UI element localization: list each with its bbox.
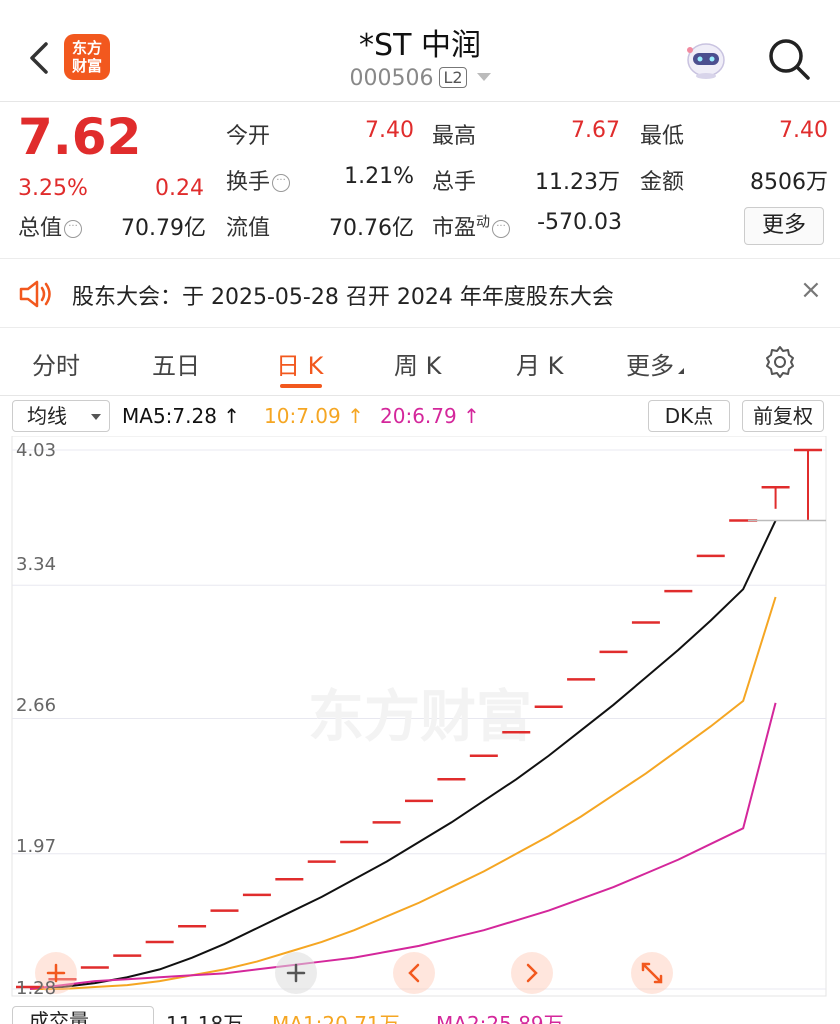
chevron-right-icon[interactable] <box>511 952 553 994</box>
volume-value: 11.23万 <box>535 170 620 195</box>
chart-toolbar: 均线 MA5:7.28 ↑ 10:7.09 ↑ 20:6.79 ↑ DK点 前复… <box>0 398 840 436</box>
ma10-readout: 10:7.09 ↑ <box>264 404 364 428</box>
y-tick-label: 1.97 <box>16 836 57 857</box>
volume-readout: 11.18万 <box>166 1012 244 1024</box>
kline-svg[interactable]: 东方财富 <box>0 436 840 1004</box>
tab-monthly-k[interactable]: 月 K <box>516 352 564 380</box>
ma-line-ma10 <box>30 596 777 990</box>
chart-frame <box>11 436 827 997</box>
zoom-in-icon[interactable] <box>35 952 77 994</box>
search-icon[interactable] <box>766 36 812 82</box>
dk-point-button[interactable]: DK点 <box>648 400 730 432</box>
y-tick-label: 4.03 <box>16 440 57 461</box>
speaker-icon <box>19 280 51 308</box>
volume-ma1-readout: MA1:20.71万 <box>272 1012 400 1024</box>
turnover-value: 1.21% <box>344 164 414 189</box>
low-value: 7.40 <box>779 118 828 143</box>
info-icon: ··· <box>492 220 511 238</box>
active-tab-indicator <box>280 384 322 388</box>
stock-code: 000506 <box>349 66 434 91</box>
high-value: 7.67 <box>571 118 620 143</box>
amount-value: 8506万 <box>750 170 828 195</box>
stock-title: *ST 中润 <box>359 28 481 63</box>
last-price: 7.62 <box>18 108 142 166</box>
tab-daily-k[interactable]: 日 K <box>276 352 324 380</box>
open-label: 今开 <box>226 124 271 149</box>
chevron-left-icon[interactable] <box>393 952 435 994</box>
tab-five-day[interactable]: 五日 <box>152 352 200 380</box>
gear-icon[interactable] <box>762 344 798 380</box>
level2-badge: L2 <box>439 67 467 88</box>
change-percent: 3.25% <box>18 176 88 201</box>
low-label: 最低 <box>640 124 685 149</box>
close-icon[interactable]: × <box>800 275 822 305</box>
volume-toolbar: 成交量 11.18万 MA1:20.71万 MA2:25.89万 <box>0 1004 840 1024</box>
ma20-readout: 20:6.79 ↑ <box>380 404 480 428</box>
market-cap-value: 70.79亿 <box>121 216 206 241</box>
y-tick-label: 2.66 <box>16 695 57 716</box>
app-logo[interactable]: 东方 财富 <box>64 34 110 80</box>
high-label: 最高 <box>432 124 477 149</box>
ma-line-ma5 <box>29 520 777 990</box>
tab-weekly-k[interactable]: 周 K <box>394 352 442 380</box>
info-icon: ··· <box>272 174 291 192</box>
tab-intraday[interactable]: 分时 <box>32 352 80 380</box>
y-tick-label: 3.34 <box>16 554 57 575</box>
kline-chart[interactable]: 东方财富 4.03 3.34 2.66 1.97 1.28 <box>0 436 840 1004</box>
more-button[interactable]: 更多 <box>744 207 824 245</box>
robot-assistant-icon[interactable] <box>684 38 728 80</box>
indicator-select[interactable]: 均线 <box>12 400 110 432</box>
watermark: 东方财富 <box>308 685 532 750</box>
corner-triangle-icon <box>678 368 684 374</box>
float-cap-label: 流值 <box>226 216 271 241</box>
volume-label: 总手 <box>432 170 477 195</box>
fullscreen-icon[interactable] <box>631 952 673 994</box>
back-arrow-icon[interactable] <box>22 36 56 80</box>
zoom-out-icon[interactable] <box>275 952 317 994</box>
notice-bar[interactable]: 股东大会：于 2025-05-28 召开 2024 年年度股东大会 × <box>0 258 840 328</box>
turnover-label[interactable]: 换手 ··· <box>226 164 291 196</box>
market-cap-label[interactable]: 总值 ··· <box>18 210 83 242</box>
volume-ma2-readout: MA2:25.89万 <box>436 1012 564 1024</box>
ma5-readout: MA5:7.28 ↑ <box>122 404 241 428</box>
stock-code-row[interactable]: 000506 L2 <box>0 66 840 91</box>
ma-line-ma20 <box>29 702 777 990</box>
open-value: 7.40 <box>365 118 414 143</box>
float-cap-value: 70.76亿 <box>329 216 414 241</box>
tab-more[interactable]: 更多 <box>626 346 684 381</box>
amount-label: 金额 <box>640 170 685 195</box>
y-tick-label: 1.28 <box>16 978 57 999</box>
volume-indicator-select[interactable]: 成交量 <box>12 1006 154 1024</box>
pe-value: -570.03 <box>537 210 622 235</box>
adjust-price-button[interactable]: 前复权 <box>742 400 824 432</box>
chevron-down-icon <box>476 73 491 81</box>
chevron-down-icon <box>91 414 101 420</box>
change-amount: 0.24 <box>155 176 204 201</box>
info-icon: ··· <box>64 220 83 238</box>
pe-label[interactable]: 市盈动 ··· <box>432 210 511 242</box>
top-bar: 东方 财富 *ST 中润 000506 L2 <box>0 0 840 102</box>
quote-panel: 7.62 3.25% 0.24 今开 7.40 最高 7.67 最低 7.40 … <box>0 104 840 258</box>
period-tabs: 分时 五日 日 K 周 K 月 K 更多 <box>0 328 840 396</box>
notice-text: 股东大会：于 2025-05-28 召开 2024 年年度股东大会 <box>72 285 614 310</box>
